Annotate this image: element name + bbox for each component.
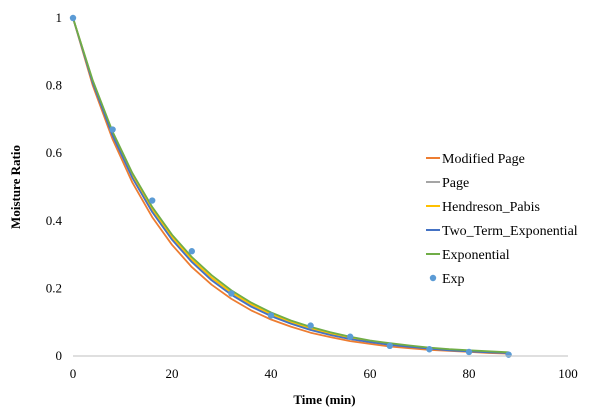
y-tick-label: 0 (56, 348, 63, 363)
exp-data-point (267, 312, 275, 319)
legend-label-hendreson-pabis: Hendreson_Pabis (442, 200, 540, 215)
legend-label-exponential: Exponential (442, 248, 510, 263)
exp-data-point (465, 348, 473, 356)
x-tick-label: 60 (364, 366, 377, 381)
exp-data-point (69, 14, 77, 22)
exp-data-point (386, 342, 393, 350)
exp-data-point (347, 333, 354, 340)
y-tick-label: 1 (56, 10, 63, 25)
exp-data-point (149, 197, 156, 204)
plot-area (69, 14, 512, 358)
x-tick-label: 0 (70, 366, 77, 381)
y-tick-labels: 0 0.2 0.4 0.6 0.8 1 (46, 10, 63, 363)
y-tick-label: 0.4 (46, 213, 63, 228)
exp-data-point (228, 290, 235, 297)
x-axis-title: Time (min) (293, 392, 355, 407)
series-line-modified-page (72, 17, 509, 355)
y-tick-label: 0.6 (46, 145, 63, 160)
legend-label-two-term-exponential: Two_Term_Exponential (442, 224, 578, 239)
exp-data-point (426, 346, 433, 353)
legend-swatch-exp (429, 274, 437, 282)
legend-label-exp: Exp (442, 272, 465, 287)
y-axis-title: Moisture Ratio (8, 145, 23, 229)
x-tick-label: 40 (265, 366, 278, 381)
x-tick-label: 80 (463, 366, 476, 381)
exp-data-point (307, 322, 314, 329)
legend-label-modified-page: Modified Page (442, 152, 525, 167)
legend: Modified Page Page Hendreson_Pabis Two_Term… (426, 152, 578, 287)
x-tick-labels: 0 20 40 60 80 100 (70, 366, 578, 381)
series-line-exponential (72, 17, 509, 354)
y-tick-label: 0.8 (46, 78, 62, 93)
exp-data-point (109, 126, 116, 133)
exp-data-point (188, 248, 195, 255)
x-tick-label: 100 (558, 366, 578, 381)
x-tick-label: 20 (166, 366, 179, 381)
series-line-two-term-exponential (72, 17, 509, 354)
exp-data-point (505, 351, 512, 358)
y-tick-label: 0.2 (46, 280, 62, 295)
legend-label-page: Page (442, 176, 469, 191)
